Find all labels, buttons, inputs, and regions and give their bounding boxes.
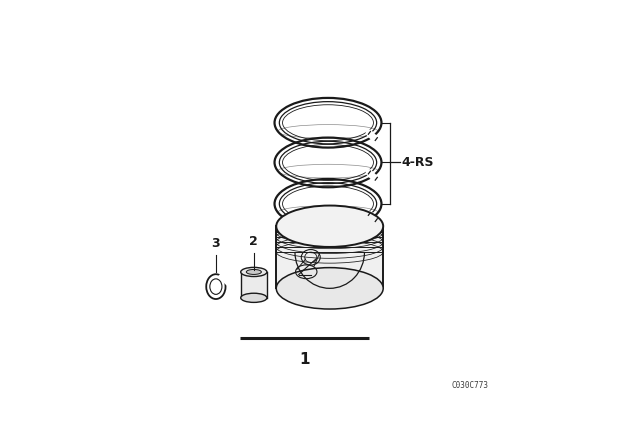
Ellipse shape [276, 206, 383, 247]
Text: 2: 2 [250, 235, 258, 248]
Ellipse shape [276, 267, 383, 309]
Text: 3: 3 [212, 237, 220, 250]
Text: 4-RS: 4-RS [401, 156, 434, 169]
Text: 1: 1 [300, 352, 310, 367]
Polygon shape [276, 226, 383, 289]
Ellipse shape [241, 267, 267, 276]
Polygon shape [241, 272, 267, 298]
Ellipse shape [241, 293, 267, 302]
Ellipse shape [246, 269, 261, 275]
Text: C030C773: C030C773 [451, 381, 488, 390]
